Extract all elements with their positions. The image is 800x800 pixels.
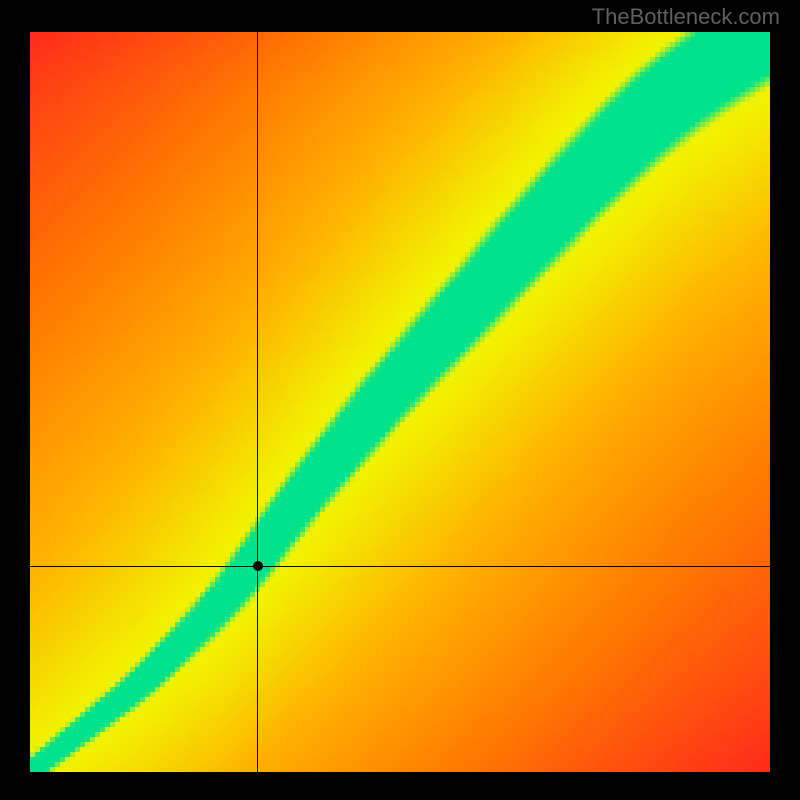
crosshair-vertical: [257, 32, 258, 772]
plot-area: [30, 32, 770, 772]
watermark-text: TheBottleneck.com: [592, 4, 780, 30]
crosshair-horizontal: [30, 566, 770, 567]
heatmap-canvas: [30, 32, 770, 772]
chart-container: TheBottleneck.com: [0, 0, 800, 800]
